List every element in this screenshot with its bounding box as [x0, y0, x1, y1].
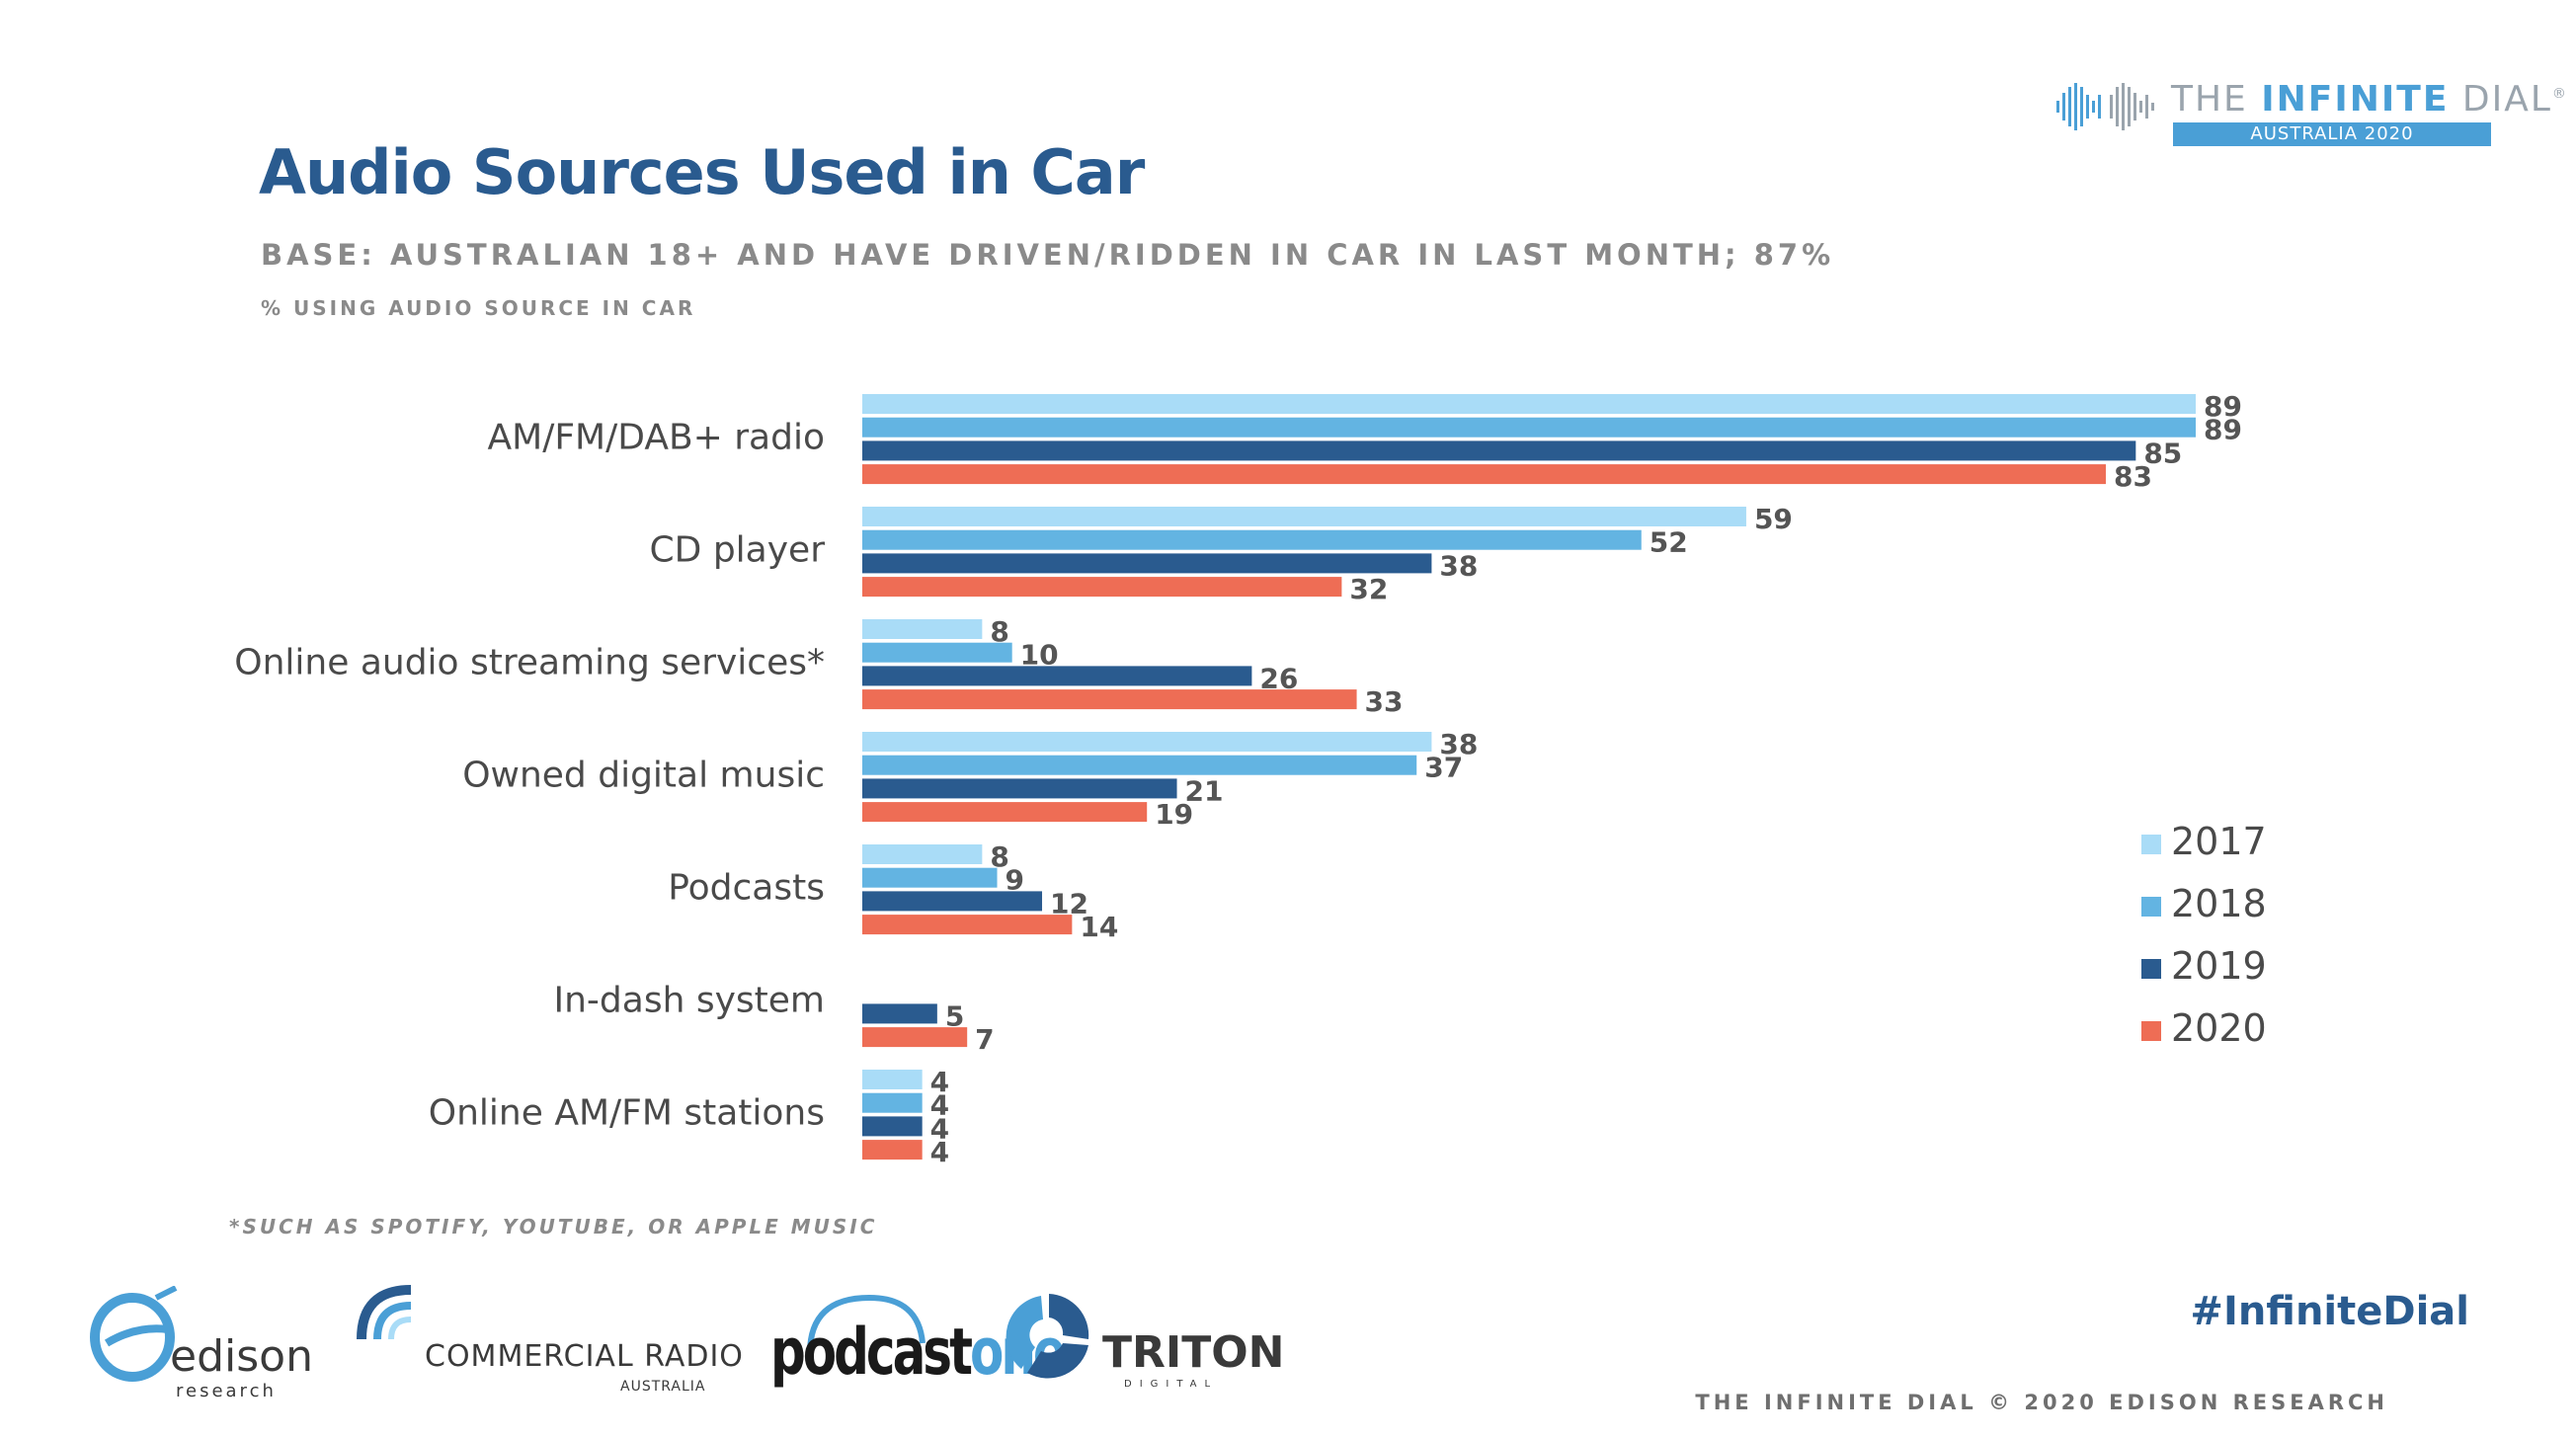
bar-value-label: 38: [1439, 728, 1478, 760]
bar-2017: [862, 1070, 923, 1089]
bar-2018: [862, 529, 1642, 550]
legend-label: 2020: [2171, 1006, 2267, 1050]
category-label: Online AM/FM stations: [429, 1092, 825, 1133]
bar-2018: [862, 1092, 923, 1113]
bar-value-label: 5: [945, 999, 964, 1032]
legend-swatch-2020: [2141, 1021, 2161, 1041]
category-label: Online audio streaming services*: [234, 642, 825, 682]
triton-name: TRITON: [1102, 1327, 1285, 1378]
bar-2020: [862, 689, 1357, 710]
page-subtitle: BASE: AUSTRALIAN 18+ AND HAVE DRIVEN/RID…: [261, 238, 1835, 272]
brand-edition: AUSTRALIA 2020: [2173, 122, 2491, 146]
triton-sub: DIGITAL: [1124, 1379, 1219, 1390]
page-title: Audio Sources Used in Car: [259, 136, 1145, 208]
bar-2019: [862, 1116, 923, 1137]
bar-value-label: 19: [1155, 798, 1193, 831]
bar-2018: [862, 867, 998, 888]
category-label: Podcasts: [668, 867, 825, 908]
bar-2017: [862, 732, 1432, 752]
bar-2019: [862, 778, 1177, 799]
bar-2020: [862, 1027, 968, 1048]
metric-label: % USING AUDIO SOURCE IN CAR: [261, 296, 696, 320]
triton-logo-icon: [1006, 1294, 1089, 1379]
legend-swatch-2017: [2141, 835, 2161, 854]
legend-swatch-2018: [2141, 897, 2161, 917]
bar-value-label: 83: [2114, 460, 2152, 493]
bar-value-label: 4: [930, 1066, 949, 1098]
bar-value-label: 32: [1349, 573, 1388, 605]
edison-research-logo: edison research: [87, 1285, 313, 1401]
bar-value-label: 8: [990, 615, 1008, 648]
category-label: CD player: [650, 529, 826, 570]
podcastone-ring-icon: [807, 1294, 926, 1354]
commercial-radio-logo-icon: [357, 1285, 412, 1340]
bar-2019: [862, 553, 1432, 574]
edison-sub: research: [176, 1381, 277, 1401]
infinite-dial-logo-icon: [2056, 83, 2154, 130]
bar-value-label: 12: [1050, 887, 1088, 919]
bar-2019: [862, 1003, 937, 1024]
bar-value-label: 33: [1365, 685, 1404, 718]
bar-2018: [862, 755, 1417, 775]
bar-2019: [862, 440, 2136, 461]
legend-label: 2019: [2171, 944, 2267, 988]
bar-value-label: 89: [2204, 414, 2242, 446]
sponsor-logos: edison research COMMERCIAL RADIO AUSTRAL…: [0, 1274, 1285, 1402]
bar-2020: [862, 577, 1342, 598]
bar-value-label: 4: [930, 1136, 949, 1168]
bar-value-label: 85: [2143, 437, 2182, 469]
bar-value-label: 89: [2204, 390, 2242, 423]
cra-sub: AUSTRALIA: [620, 1379, 706, 1395]
bar-2019: [862, 666, 1252, 686]
triton-digital-logo: TRITON DIGITAL: [1002, 1288, 1285, 1390]
bar-value-label: 37: [1424, 752, 1463, 784]
bar-value-label: 8: [990, 840, 1008, 873]
copyright: THE INFINITE DIAL © 2020 EDISON RESEARCH: [1695, 1391, 2388, 1414]
hashtag-link[interactable]: #InfiniteDial: [2190, 1289, 2469, 1334]
brand-name: THE INFINITE DIAL®: [2171, 79, 2568, 120]
bar-value-label: 9: [1006, 864, 1024, 897]
bar-value-label: 21: [1185, 774, 1224, 807]
cra-name: COMMERCIAL RADIO: [425, 1339, 744, 1374]
bar-value-label: 4: [930, 1089, 949, 1122]
bar-2017: [862, 619, 983, 639]
bar-2020: [862, 1140, 923, 1160]
edison-logo-icon: [90, 1285, 178, 1382]
category-label: In-dash system: [554, 980, 826, 1020]
category-label: AM/FM/DAB+ radio: [488, 417, 825, 457]
bar-2018: [862, 417, 2196, 438]
bar-value-label: 4: [930, 1112, 949, 1145]
bar-2020: [862, 802, 1148, 823]
bar-2020: [862, 915, 1073, 935]
legend-label: 2017: [2171, 820, 2267, 863]
bar-value-label: 59: [1754, 503, 1793, 535]
bar-2017: [862, 394, 2196, 414]
bar-2020: [862, 464, 2106, 485]
bar-value-label: 26: [1259, 662, 1298, 694]
bar-2019: [862, 891, 1043, 912]
edison-name: edison: [170, 1331, 313, 1382]
commercial-radio-logo: COMMERCIAL RADIO AUSTRALIA: [352, 1280, 743, 1395]
bar-value-label: 10: [1020, 639, 1059, 672]
bar-2017: [862, 507, 1746, 526]
bar-2017: [862, 844, 983, 864]
footnote: *SUCH AS SPOTIFY, YOUTUBE, OR APPLE MUSI…: [229, 1215, 878, 1238]
bar-value-label: 7: [975, 1023, 994, 1056]
legend-label: 2018: [2171, 882, 2267, 925]
infinite-dial-brand: THE INFINITE DIAL® AUSTRALIA 2020: [2054, 71, 2566, 150]
bar-value-label: 52: [1650, 526, 1688, 559]
category-label: Owned digital music: [462, 755, 825, 795]
bar-value-label: 38: [1439, 549, 1478, 582]
bar-value-label: 14: [1080, 911, 1118, 943]
legend-swatch-2019: [2141, 959, 2161, 979]
bar-2018: [862, 642, 1012, 663]
